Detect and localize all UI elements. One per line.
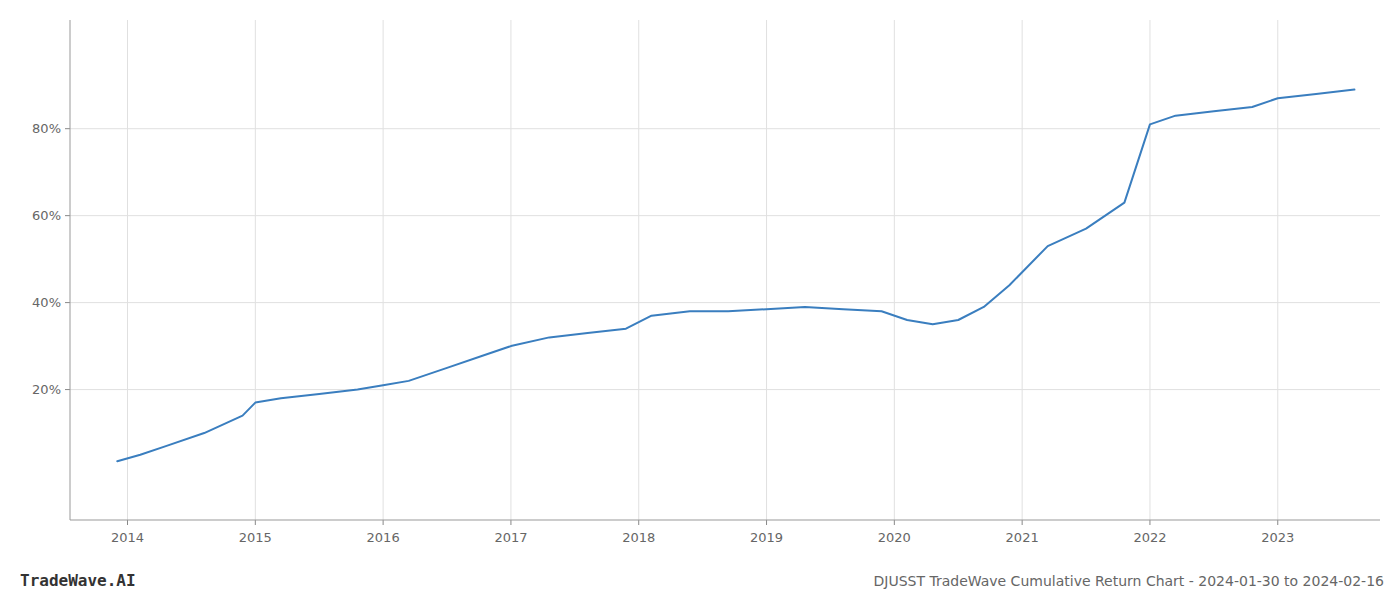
x-grid-line	[894, 20, 895, 520]
x-tick-label: 2017	[494, 530, 527, 545]
x-tick-label: 2022	[1133, 530, 1166, 545]
x-grid-line	[766, 20, 767, 520]
title: DJUSST TradeWave Cumulative Return Chart…	[873, 573, 1384, 589]
x-grid-line	[1277, 20, 1278, 520]
y-tick-label: 20%	[32, 382, 61, 397]
y-tick	[65, 389, 70, 390]
line	[117, 90, 1354, 462]
x-tick-label: 2020	[878, 530, 911, 545]
x-grid-line	[638, 20, 639, 520]
y-tick	[65, 128, 70, 129]
x-axis-line	[70, 520, 1380, 521]
x-tick	[894, 520, 895, 525]
x-tick	[766, 520, 767, 525]
y-grid-line	[70, 215, 1380, 216]
y-tick	[65, 215, 70, 216]
y-tick-label: 40%	[32, 295, 61, 310]
x-grid-line	[255, 20, 256, 520]
texts: TradeWave.AI DJUSST TradeWave Cumulative …	[20, 571, 1384, 590]
y-tick-label: 80%	[32, 121, 61, 136]
x-tick	[638, 520, 639, 525]
x-grid-line	[383, 20, 384, 520]
x-tick-label: 2015	[239, 530, 272, 545]
x-grid-line	[127, 20, 128, 520]
y-grid-line	[70, 389, 1380, 390]
x-tick	[1149, 520, 1150, 525]
x-tick-label: 2019	[750, 530, 783, 545]
y-tick-label: 60%	[32, 208, 61, 223]
x-tick-label: 2014	[111, 530, 144, 545]
axes: 2014 2015 2016 2017 2018 2019 2020 2021 2022 2023…	[32, 20, 1380, 545]
x-tick-label: 2023	[1261, 530, 1294, 545]
x-grid-line	[1149, 20, 1150, 520]
x-tick	[1022, 520, 1023, 525]
x-grid-line	[1022, 20, 1023, 520]
grid	[70, 20, 1380, 520]
x-tick	[1277, 520, 1278, 525]
x-tick	[127, 520, 128, 525]
watermark: TradeWave.AI	[20, 571, 136, 590]
x-tick	[255, 520, 256, 525]
x-tick-label: 2018	[622, 530, 655, 545]
y-grid-line	[70, 128, 1380, 129]
y-grid-line	[70, 302, 1380, 303]
chart: 2014 2015 2016 2017 2018 2019 2020 2021 2022 2023…	[0, 0, 1400, 600]
y-axis-line	[70, 20, 71, 520]
y-tick	[65, 302, 70, 303]
x-tick-label: 2016	[367, 530, 400, 545]
x-tick	[383, 520, 384, 525]
x-tick	[510, 520, 511, 525]
x-grid-line	[510, 20, 511, 520]
x-tick-label: 2021	[1006, 530, 1039, 545]
plot-area	[117, 90, 1354, 462]
